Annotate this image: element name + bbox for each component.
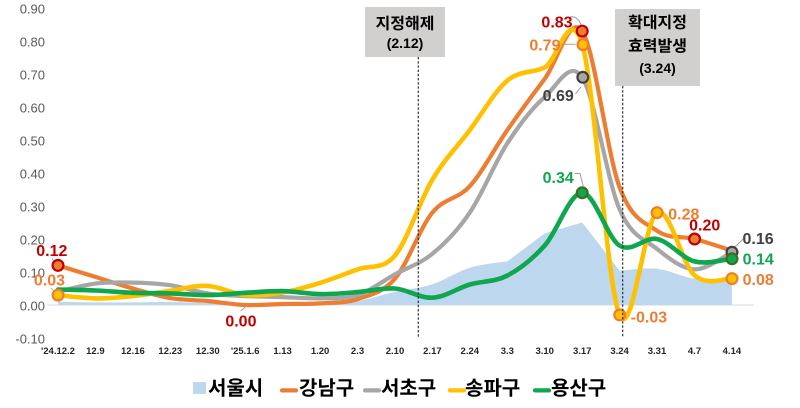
- svg-text:0.20: 0.20: [20, 233, 45, 248]
- svg-text:0.80: 0.80: [20, 35, 45, 50]
- svg-text:12.30: 12.30: [196, 346, 220, 357]
- svg-text:0.50: 0.50: [20, 134, 45, 149]
- svg-text:'24.12.2: '24.12.2: [41, 346, 75, 357]
- svg-text:0.70: 0.70: [20, 68, 45, 83]
- svg-text:'25.1.6: '25.1.6: [231, 346, 260, 357]
- svg-text:12.16: 12.16: [121, 346, 145, 357]
- svg-text:-0.10: -0.10: [15, 332, 45, 347]
- svg-text:0.03: 0.03: [34, 273, 65, 290]
- svg-text:0.83: 0.83: [541, 15, 572, 32]
- svg-text:1.13: 1.13: [273, 346, 292, 357]
- svg-text:2.3: 2.3: [351, 346, 364, 357]
- svg-text:(3.24): (3.24): [639, 60, 676, 76]
- svg-text:0.12: 0.12: [36, 243, 67, 260]
- svg-text:0.28: 0.28: [668, 207, 699, 224]
- svg-text:0.16: 0.16: [743, 231, 774, 248]
- svg-text:0.60: 0.60: [20, 101, 45, 116]
- svg-text:(2.12): (2.12): [387, 35, 424, 51]
- svg-text:0.40: 0.40: [20, 167, 45, 182]
- svg-text:0.00: 0.00: [225, 313, 256, 330]
- svg-text:3.10: 3.10: [535, 346, 554, 357]
- svg-text:4.14: 4.14: [723, 346, 742, 357]
- svg-text:0.20: 0.20: [689, 218, 720, 235]
- svg-text:0.10: 0.10: [20, 266, 45, 281]
- svg-text:0.00: 0.00: [20, 299, 45, 314]
- svg-text:12.23: 12.23: [158, 346, 182, 357]
- svg-text:0.08: 0.08: [743, 272, 774, 289]
- svg-text:3.31: 3.31: [648, 346, 667, 357]
- svg-text:2.10: 2.10: [386, 346, 405, 357]
- svg-text:0.34: 0.34: [543, 170, 574, 187]
- svg-text:0.30: 0.30: [20, 200, 45, 215]
- svg-text:12.9: 12.9: [86, 346, 105, 357]
- svg-text:2.24: 2.24: [461, 346, 480, 357]
- svg-text:0.69: 0.69: [543, 88, 574, 105]
- svg-text:2.17: 2.17: [423, 346, 442, 357]
- svg-text:4.7: 4.7: [688, 346, 701, 357]
- svg-text:3.3: 3.3: [501, 346, 514, 357]
- svg-text:0.90: 0.90: [20, 2, 45, 17]
- svg-text:0.14: 0.14: [743, 252, 774, 269]
- svg-text:1.20: 1.20: [311, 346, 330, 357]
- svg-text:3.24: 3.24: [610, 346, 629, 357]
- svg-text:0.79: 0.79: [529, 37, 560, 54]
- svg-text:3.17: 3.17: [573, 346, 592, 357]
- svg-text:-0.03: -0.03: [631, 309, 668, 326]
